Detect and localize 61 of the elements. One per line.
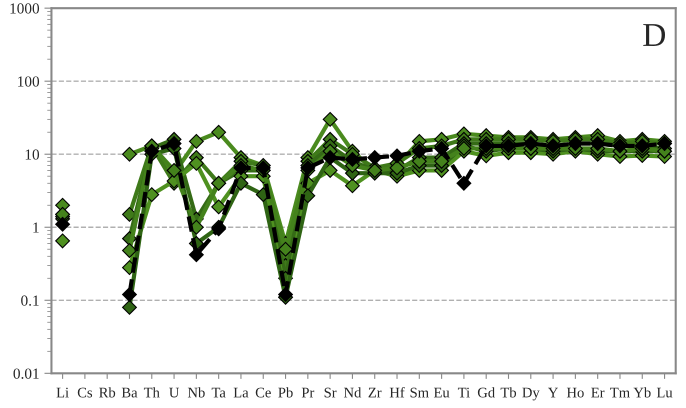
x-tick-label: Er — [591, 388, 604, 398]
point — [55, 233, 70, 248]
y-tick-label: 100 — [18, 76, 40, 87]
point — [188, 134, 204, 149]
point — [456, 141, 472, 156]
x-tick-label: Nb — [188, 387, 205, 398]
point — [322, 112, 338, 127]
point — [188, 156, 204, 171]
x-tick-label: Sm — [410, 388, 429, 398]
x-tick-label: Pr — [302, 388, 314, 398]
x-tick-label: Rb — [99, 387, 116, 398]
point — [278, 287, 293, 302]
point — [166, 162, 182, 178]
point — [122, 300, 137, 315]
x-tick-label: Tm — [610, 388, 630, 398]
x-tick-label: Gd — [478, 387, 495, 398]
point — [390, 160, 404, 176]
point — [412, 144, 427, 159]
x-tick-label: Li — [56, 388, 69, 398]
point — [367, 150, 382, 165]
y-tick-label: 0.1 — [21, 295, 39, 306]
point — [122, 243, 137, 258]
point — [211, 124, 226, 140]
x-tick-label: Dy — [522, 388, 540, 400]
x-tick-label: Sr — [324, 388, 336, 398]
point — [345, 178, 360, 194]
point — [456, 176, 472, 191]
point — [278, 242, 293, 257]
point — [390, 148, 404, 164]
x-tick-label: Ce — [256, 388, 271, 398]
y-tick-label: 10 — [26, 149, 40, 160]
x-tick-label: Ho — [566, 388, 584, 398]
x-tick-label: Yb — [634, 387, 651, 398]
x-tick-label: Y — [548, 388, 558, 398]
y-tick-label: 1 — [33, 222, 39, 233]
x-tick-label: Lu — [656, 388, 672, 398]
x-tick-label: Zr — [368, 388, 382, 398]
point — [122, 287, 137, 302]
point — [55, 216, 70, 232]
x-tick-label: Pb — [278, 387, 293, 398]
point — [211, 199, 226, 214]
x-tick-label: Tb — [500, 387, 516, 398]
x-tick-label: U — [169, 388, 180, 398]
annotation: D — [643, 24, 666, 46]
x-tick-label: Th — [144, 387, 160, 398]
y-tick-label: 0.01 — [13, 368, 39, 379]
x-tick-label: Ti — [458, 388, 470, 398]
y-tick-label: 1000 — [10, 3, 40, 14]
x-tick-label: La — [234, 388, 248, 398]
point — [144, 144, 160, 159]
point — [434, 154, 450, 169]
point — [122, 146, 137, 162]
point — [434, 141, 450, 156]
x-tick-label: Ta — [212, 388, 226, 398]
x-tick-label: Hf — [390, 387, 405, 398]
x-tick-label: Cs — [78, 388, 92, 398]
x-tick-label: Nd — [344, 387, 362, 398]
x-tick-label: Ba — [122, 388, 138, 398]
x-tick-label: Eu — [434, 388, 450, 398]
point — [188, 247, 204, 262]
point — [166, 136, 182, 151]
